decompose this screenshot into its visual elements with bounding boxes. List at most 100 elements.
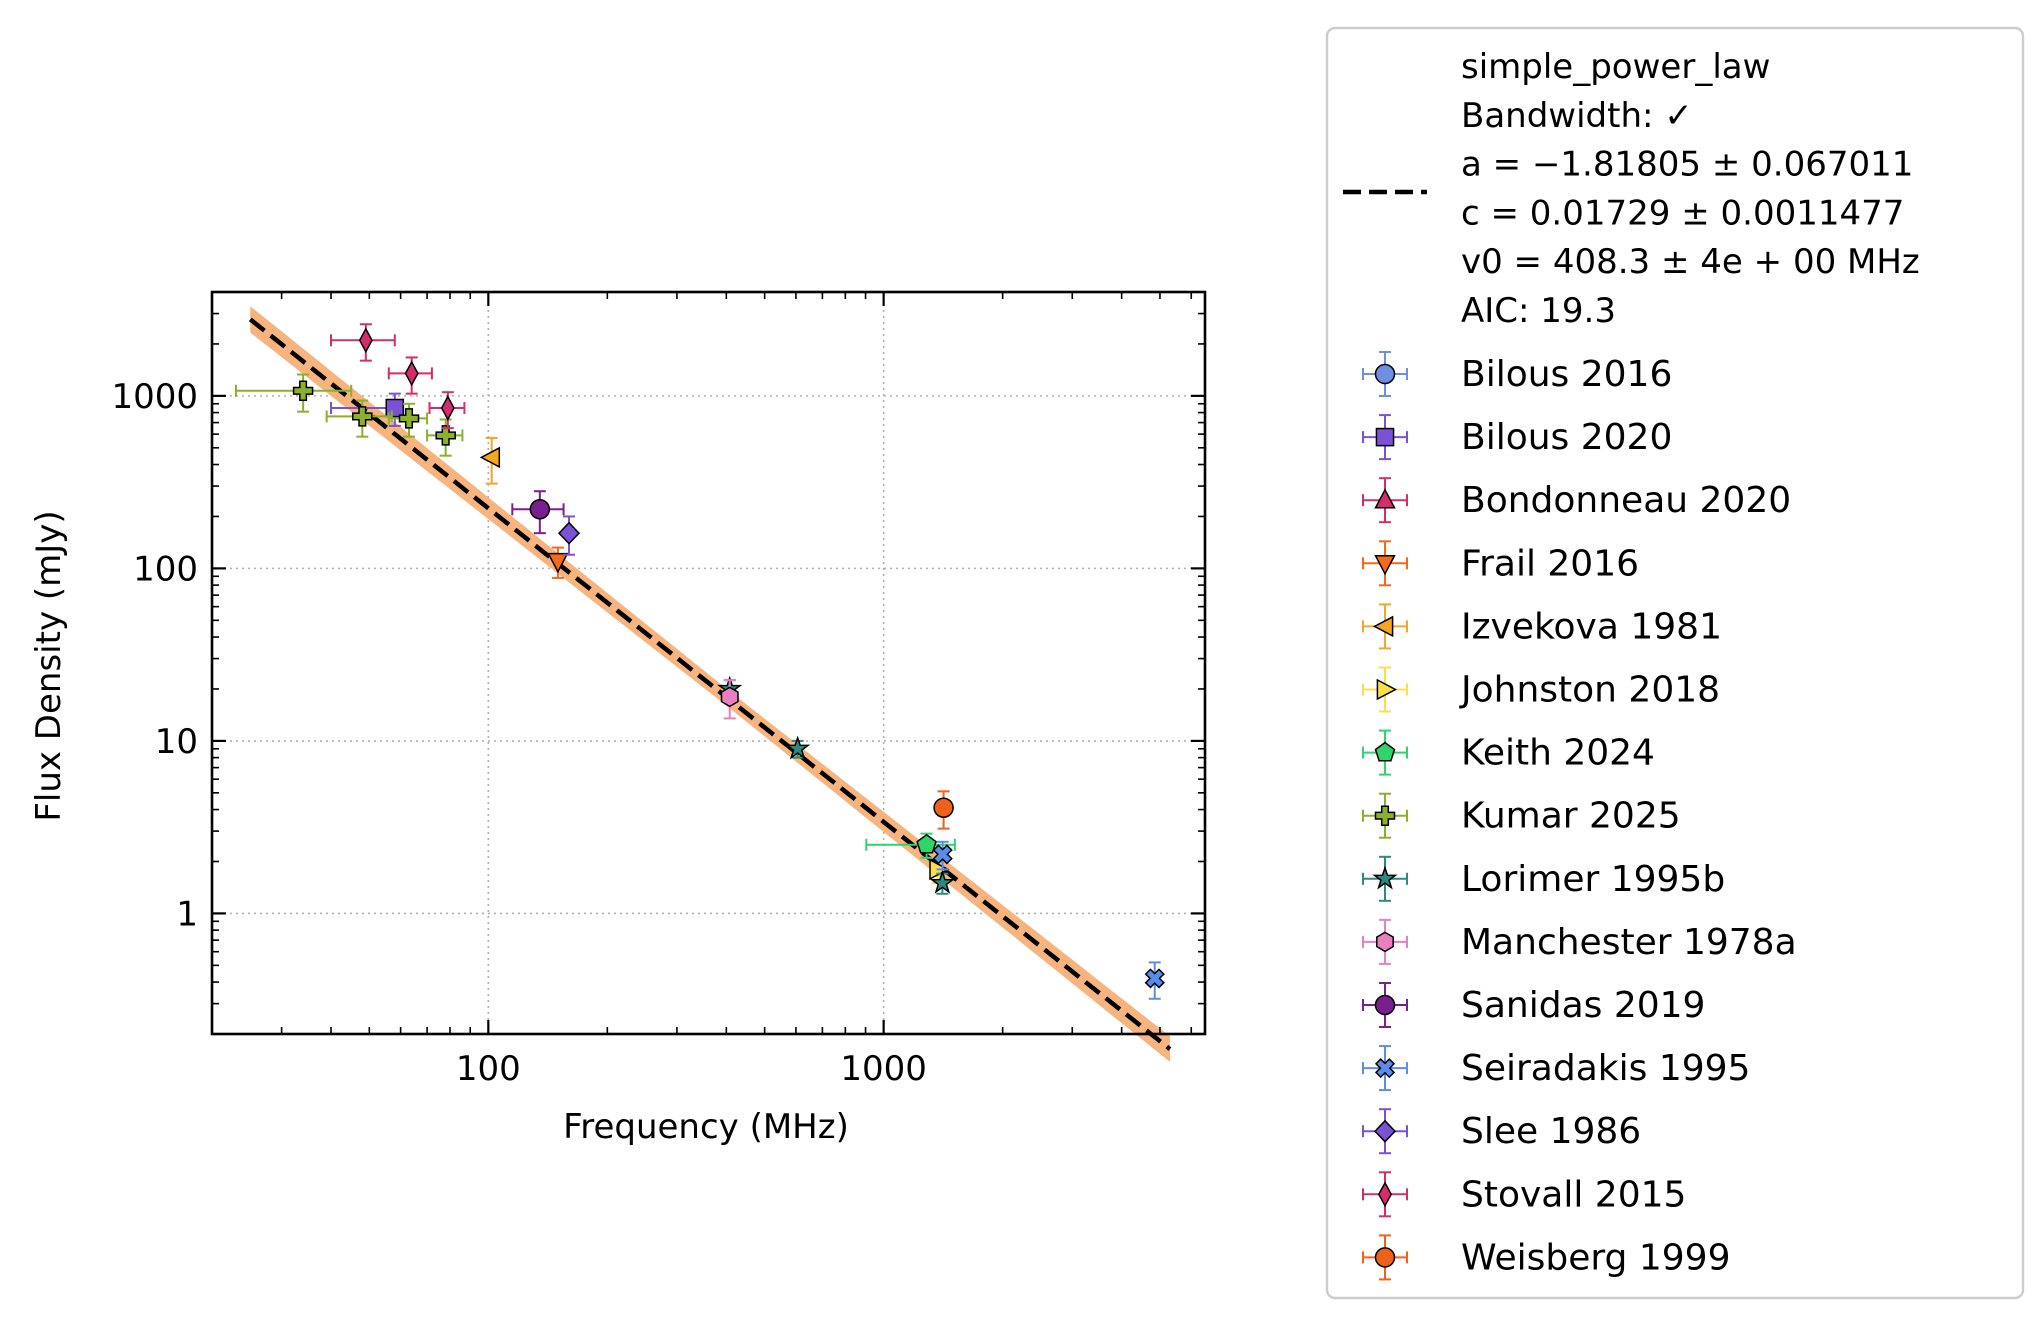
legend-entry: Frail 2016 <box>1362 540 1639 587</box>
legend-marker <box>1374 741 1396 762</box>
data-point <box>387 402 429 438</box>
data-marker <box>385 398 405 418</box>
legend-fit-text: Bandwidth: ✓ <box>1461 96 1693 136</box>
legend-marker <box>1374 363 1396 385</box>
legend-marker <box>1374 1247 1396 1268</box>
legend-fit-text: c = 0.01729 ± 0.0011477 <box>1461 193 1904 233</box>
legend-marker <box>1374 805 1396 826</box>
data-point <box>865 832 956 859</box>
x-axis-label: Frequency (MHz) <box>563 1107 849 1147</box>
legend-label: Bilous 2016 <box>1461 354 1672 395</box>
data-point <box>511 490 565 535</box>
x-tick-label: 100 <box>456 1049 521 1089</box>
legend-marker <box>1372 865 1398 890</box>
y-tick-label: 1000 <box>111 377 198 417</box>
legend-entry: Stovall 2015 <box>1362 1171 1686 1218</box>
series-weisberg-1999 <box>933 790 954 830</box>
legend-fit-text: a = −1.81805 ± 0.067011 <box>1461 145 1913 185</box>
x-tick-label: 1000 <box>840 1049 927 1089</box>
data-marker <box>932 844 953 865</box>
fit-line-path <box>248 317 1172 1051</box>
legend-label: Izvekova 1981 <box>1461 606 1722 647</box>
legend: simple_power_law Bandwidth: ✓ a = −1.81805… <box>1325 26 2025 1300</box>
data-point <box>330 323 396 362</box>
data-marker <box>529 499 551 520</box>
data-points <box>234 323 1165 1000</box>
legend-label: Sanidas 2019 <box>1461 985 1705 1026</box>
legend-label: Manchester 1978a <box>1461 922 1797 963</box>
legend-marker <box>1376 678 1398 701</box>
data-marker <box>479 446 501 469</box>
legend-entry: Bilous 2016 <box>1362 351 1672 397</box>
legend-label: Keith 2024 <box>1461 733 1655 774</box>
data-point <box>428 391 466 430</box>
legend-label: Johnston 2018 <box>1459 670 1720 711</box>
legend-box <box>1325 26 2025 1300</box>
legend-entry: Izvekova 1981 <box>1362 603 1722 650</box>
legend-marker <box>1374 554 1396 576</box>
legend-fit-text: AIC: 19.3 <box>1461 291 1616 331</box>
legend-marker <box>1376 931 1394 953</box>
data-point <box>325 399 393 438</box>
legend-entry: Lorimer 1995b <box>1362 855 1725 902</box>
y-tick-label: 100 <box>133 549 198 589</box>
legend-marker <box>1373 1119 1397 1143</box>
data-marker <box>720 686 739 708</box>
legend-entry: Slee 1986 <box>1362 1108 1641 1155</box>
data-marker <box>1144 968 1165 989</box>
data-marker <box>547 552 569 574</box>
legend-fit-text: v0 = 408.3 ± 4e + 00 MHz <box>1461 242 1920 282</box>
legend-entry: Johnston 2018 <box>1362 666 1720 713</box>
fit-line <box>248 317 1172 1051</box>
data-point <box>929 869 956 895</box>
series-stovall-2015 <box>330 323 466 430</box>
legend-label: Lorimer 1995b <box>1461 859 1725 900</box>
legend-entry-fit: simple_power_law Bandwidth: ✓ a = −1.81805… <box>1343 47 1920 331</box>
legend-label: Seiradakis 1995 <box>1461 1048 1750 1089</box>
axes: 100 1000 1 10 100 1000 <box>111 290 1207 1089</box>
data-marker <box>440 395 455 421</box>
data-point <box>557 515 581 556</box>
legend-marker <box>1372 615 1394 638</box>
series-manchester-1978a <box>720 679 739 720</box>
data-marker <box>785 735 811 760</box>
series-slee-1986 <box>557 515 581 556</box>
legend-entry: Bondonneau 2020 <box>1362 477 1791 524</box>
series-seiradakis-1995 <box>932 840 1165 1000</box>
data-point <box>387 356 433 395</box>
legend-entry: Sanidas 2019 <box>1362 982 1705 1028</box>
legend-label: Slee 1986 <box>1461 1111 1641 1152</box>
data-marker <box>933 797 954 818</box>
data-point <box>479 436 501 485</box>
legend-entry: Bilous 2020 <box>1362 414 1672 461</box>
legend-label: Bondonneau 2020 <box>1461 480 1791 521</box>
data-point <box>426 418 464 457</box>
data-marker <box>352 406 373 427</box>
legend-label: Stovall 2015 <box>1461 1174 1686 1215</box>
data-marker <box>435 425 456 446</box>
legend-marker <box>1375 427 1395 447</box>
data-marker <box>929 869 956 894</box>
legend-entry: Seiradakis 1995 <box>1362 1045 1750 1092</box>
series-frail-2016 <box>547 546 569 579</box>
data-marker <box>292 380 314 402</box>
data-point <box>932 840 953 871</box>
legend-label: Weisberg 1999 <box>1461 1237 1730 1278</box>
data-point <box>234 373 353 413</box>
y-tick-label: 1 <box>176 894 198 934</box>
series-izvekova-1981 <box>479 436 501 485</box>
data-marker <box>404 360 419 387</box>
legend-marker <box>1377 1181 1393 1208</box>
series-sanidas-2019 <box>511 490 565 535</box>
legend-entry: Weisberg 1999 <box>1362 1234 1730 1281</box>
legend-marker <box>1374 488 1396 509</box>
legend-entry: Kumar 2025 <box>1362 792 1681 839</box>
data-marker <box>398 408 420 429</box>
legend-label: Bilous 2020 <box>1461 417 1672 458</box>
legend-marker <box>1374 994 1396 1016</box>
data-point <box>1144 961 1165 1000</box>
legend-entry: Manchester 1978a <box>1362 918 1797 965</box>
grid <box>212 292 1205 1034</box>
